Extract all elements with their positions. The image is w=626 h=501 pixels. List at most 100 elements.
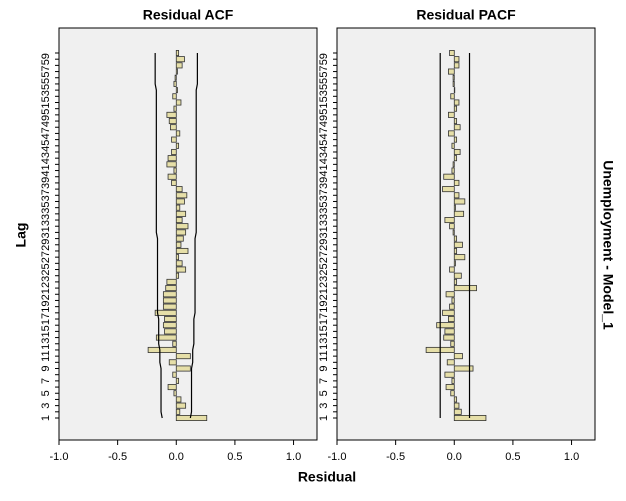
bar [165,285,177,292]
bar [164,328,177,335]
bar [175,50,180,57]
bar [450,340,455,347]
y-tick-label: 49 [318,115,330,127]
bar [173,80,177,87]
x-tick-label: 1.0 [286,451,301,463]
y-tick-label: 49 [40,115,52,127]
y-tick-label: 17 [318,313,330,325]
bar [147,346,177,353]
bar [449,266,455,273]
y-tick-label: 23 [40,276,52,288]
y-tick-label: 55 [318,78,330,90]
bar [170,124,177,131]
bar [175,68,178,75]
y-tick-label: 51 [40,103,52,115]
y-tick-label: 37 [318,189,330,201]
bar [448,68,455,75]
bar [453,148,461,155]
bar [453,353,463,360]
y-tick-label: 3 [318,403,330,409]
bar [452,80,455,87]
bar [155,334,177,341]
bar [450,93,455,100]
y-tick-label: 9 [40,365,52,371]
bar [174,74,177,81]
y-tick-label: 59 [40,53,52,65]
y-tick-label: 21 [40,288,52,300]
y-tick-label: 33 [40,214,52,226]
bar [453,260,456,267]
y-tick-label: 45 [40,140,52,152]
bar [451,142,455,149]
bar [446,359,455,366]
bar [167,384,177,391]
y-tick-label: 25 [40,263,52,275]
bar [175,414,208,421]
bar [450,390,455,397]
y-tick-label: 21 [318,288,330,300]
chart-title: Residual PACF [416,7,516,23]
y-tick-label: 15 [40,325,52,337]
bar [445,291,455,298]
bar [175,260,183,267]
bar [175,247,189,254]
bar [175,235,184,242]
bar [449,303,455,310]
bar [453,155,458,162]
y-tick-label: 5 [40,390,52,396]
y-tick-label: 17 [40,313,52,325]
bar [453,272,462,279]
bar [175,186,183,193]
bar [453,179,460,186]
bar [443,334,455,341]
bar [452,229,455,236]
y-tick-label: 41 [40,164,52,176]
y-tick-label: 47 [40,127,52,139]
bar [453,87,456,94]
bar [175,198,185,205]
y-tick-label: 37 [40,189,52,201]
bar [166,111,177,118]
bar [175,365,191,372]
bar [175,217,183,224]
bar [171,148,177,155]
y-tick-label: 57 [318,65,330,77]
y-tick-label: 41 [318,164,330,176]
bar [453,408,462,415]
y-tick-label: 1 [40,415,52,421]
bar [453,62,460,69]
bar [452,161,455,168]
bar [444,371,455,378]
bar [175,204,181,211]
bar [175,130,181,137]
y-tick-label: 1 [318,415,330,421]
y-tick-label: 7 [318,378,330,384]
bar [175,210,187,217]
bar [453,396,458,403]
x-tick-label: 1.0 [564,451,579,463]
y-tick-label: 57 [40,65,52,77]
bar [453,118,458,125]
y-tick-label: 27 [40,251,52,263]
bar [171,136,177,143]
bar [453,241,463,248]
bar [444,328,455,335]
y-tick-label: 39 [40,177,52,189]
bar [452,74,455,81]
y-tick-label: 13 [318,338,330,350]
y-tick-label: 59 [318,53,330,65]
bar [453,56,460,63]
y-tick-label: 29 [318,239,330,251]
y-tick-label: 35 [318,202,330,214]
bar [451,377,455,384]
bar [175,192,188,199]
bar [453,247,458,254]
bar [154,309,177,316]
y-tick-label: 39 [318,177,330,189]
side-label: Unemployment - Model_1 [600,160,616,330]
y-tick-label: 31 [318,226,330,238]
confidence-limit [189,53,198,419]
bar [448,111,455,118]
bar [168,359,177,366]
bar [173,390,177,397]
